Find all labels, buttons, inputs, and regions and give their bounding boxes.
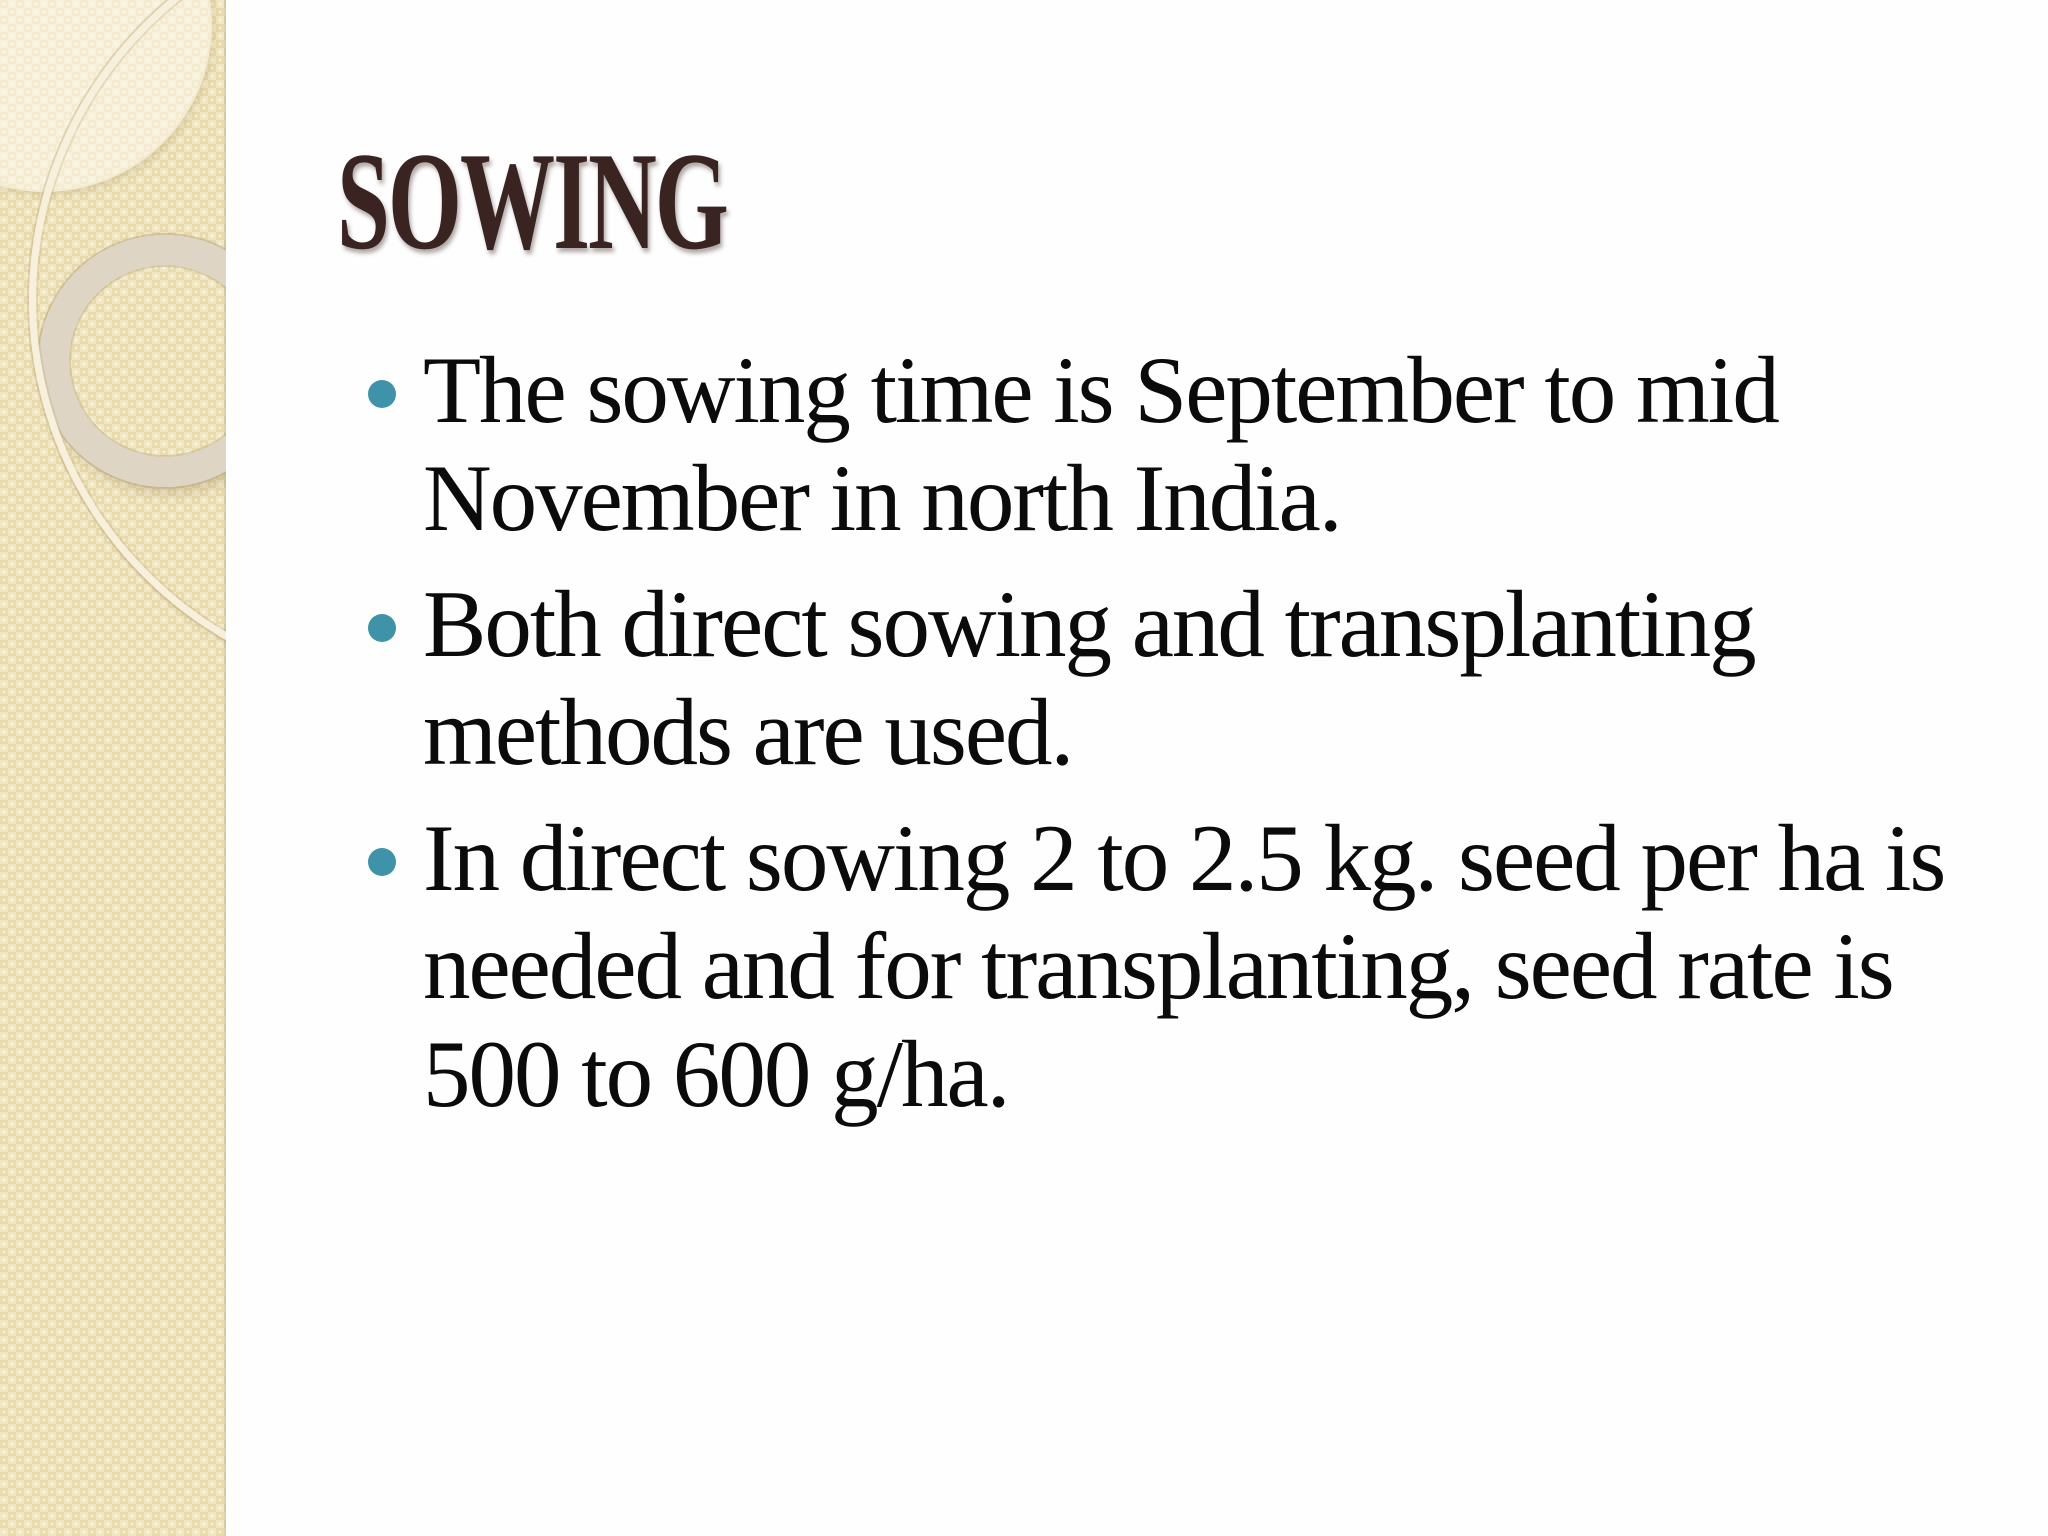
bullet-text: The sowing time is September to mid Novem… [423,337,1780,551]
bullet-item: The sowing time is September to mid Novem… [368,336,1968,552]
bullet-list: The sowing time is September to mid Novem… [368,336,1968,1146]
slide-title: SOWING [337,124,729,279]
bullet-circle-icon [368,614,396,642]
bullet-text: In direct sowing 2 to 2.5 kg. seed per h… [423,805,1946,1127]
bullet-circle-icon [368,380,396,408]
sidebar-decoration [0,0,226,1536]
bullet-circle-icon [368,848,396,876]
bullet-text: Both direct sowing and transplanting meth… [423,571,1757,785]
bullet-item: In direct sowing 2 to 2.5 kg. seed per h… [368,804,1968,1128]
bullet-item: Both direct sowing and transplanting meth… [368,570,1968,786]
